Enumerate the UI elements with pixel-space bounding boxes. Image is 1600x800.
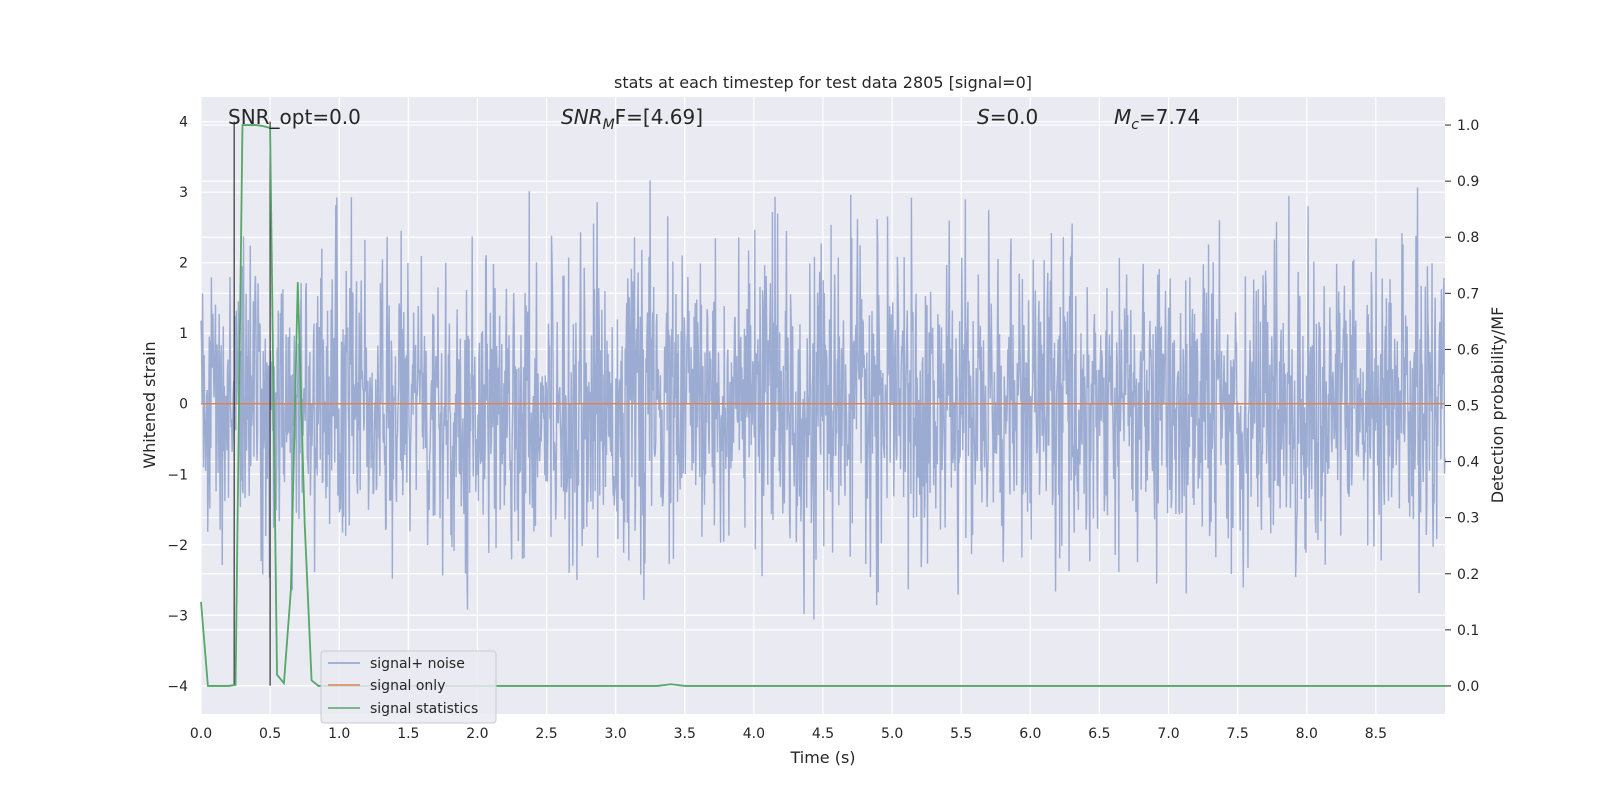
x-tick-label: 1.0 (328, 726, 350, 742)
y-ticks-right: 0.0 0.1 0.2 0.3 0.4 0.5 0.6 0.7 0.8 0.9 1.0 (1445, 118, 1479, 695)
annotation-s: S=0.0 (977, 105, 1038, 129)
y-tick-label-left: −1 (167, 467, 188, 483)
y-tick-label-right: 0.5 (1457, 399, 1479, 415)
vertical-lines (233, 121, 271, 686)
y-tick-label-right: 0.7 (1457, 286, 1479, 302)
mc-value: =7.74 (1139, 105, 1200, 129)
y-tick-label-left: 0 (179, 397, 188, 413)
legend-label-statistics: signal statistics (370, 701, 478, 717)
y-tick-label-left: 2 (179, 256, 188, 272)
x-tick-label: 5.5 (950, 726, 972, 742)
y-axis-label-left: Whitened strain (140, 341, 159, 468)
legend-label-signal-only: signal only (370, 678, 445, 694)
y-tick-label-right: 0.3 (1457, 511, 1479, 527)
x-tick-label: 7.0 (1157, 726, 1179, 742)
x-tick-label: 5.0 (881, 726, 903, 742)
snr-mf-subscript: M (603, 117, 615, 133)
legend: signal+ noise signal only signal statist… (320, 650, 497, 724)
noise-series (200, 180, 1446, 620)
x-tick-label: 0.0 (190, 726, 212, 742)
x-tick-label: 2.0 (466, 726, 488, 742)
x-tick-label: 6.5 (1088, 726, 1110, 742)
mc-subscript: c (1131, 117, 1139, 133)
x-tick-label: 8.5 (1365, 726, 1387, 742)
y-tick-label-right: 0.2 (1457, 567, 1479, 583)
y-tick-label-right: 0.9 (1457, 174, 1479, 190)
y-tick-label-left: 4 (179, 115, 188, 131)
x-tick-label: 6.0 (1019, 726, 1041, 742)
x-tick-label: 7.5 (1227, 726, 1249, 742)
legend-label-noise: signal+ noise (370, 656, 465, 672)
statistics-series (200, 124, 1445, 687)
y-tick-label-right: 0.6 (1457, 342, 1479, 358)
y-axis-label-right: Detection probability/MF (1488, 307, 1507, 504)
y-tick-label-left: −4 (167, 679, 188, 695)
y-tick-label-right: 0.4 (1457, 455, 1479, 471)
x-tick-label: 4.5 (812, 726, 834, 742)
legend-box (320, 650, 497, 724)
annotation-snr-mf: SNRMF=[4.69] (561, 105, 703, 133)
y-tick-label-left: 3 (179, 185, 188, 201)
x-tick-label: 3.5 (674, 726, 696, 742)
x-axis-label: Time (s) (789, 748, 855, 767)
x-tick-label: 0.5 (259, 726, 281, 742)
chart-title: stats at each timestep for test data 280… (614, 73, 1032, 92)
snr-mf-value: F=[4.69] (615, 105, 703, 129)
noise-line (200, 180, 1446, 620)
x-tick-label: 2.5 (535, 726, 557, 742)
annotation-snr-opt: SNR_opt=0.0 (228, 105, 361, 129)
y-tick-label-right: 0.8 (1457, 230, 1479, 246)
s-value: =0.0 (990, 105, 1039, 129)
y-tick-label-right: 1.0 (1457, 118, 1479, 134)
x-tick-label: 3.0 (605, 726, 627, 742)
x-tick-label: 8.0 (1296, 726, 1318, 742)
annotation-mc: Mc=7.74 (1114, 105, 1200, 133)
y-tick-label-left: −3 (167, 608, 188, 624)
x-ticks: 0.0 0.5 1.0 1.5 2.0 2.5 3.0 3.5 4.0 4.5 5.0 5.5 6.0 6… (190, 726, 1387, 742)
y-ticks-left: −4 −3 −2 −1 0 1 2 3 4 (167, 115, 188, 695)
x-tick-label: 4.0 (743, 726, 765, 742)
s-symbol: S (977, 105, 990, 129)
x-tick-label: 1.5 (397, 726, 419, 742)
statistics-line (200, 124, 1445, 687)
mc-symbol: M (1114, 105, 1131, 129)
y-tick-label-right: 0.0 (1457, 679, 1479, 695)
y-tick-label-right: 0.1 (1457, 623, 1479, 639)
y-tick-label-left: 1 (179, 326, 188, 342)
snr-mf-symbol: SNR (561, 105, 603, 129)
y-tick-label-left: −2 (167, 538, 188, 554)
